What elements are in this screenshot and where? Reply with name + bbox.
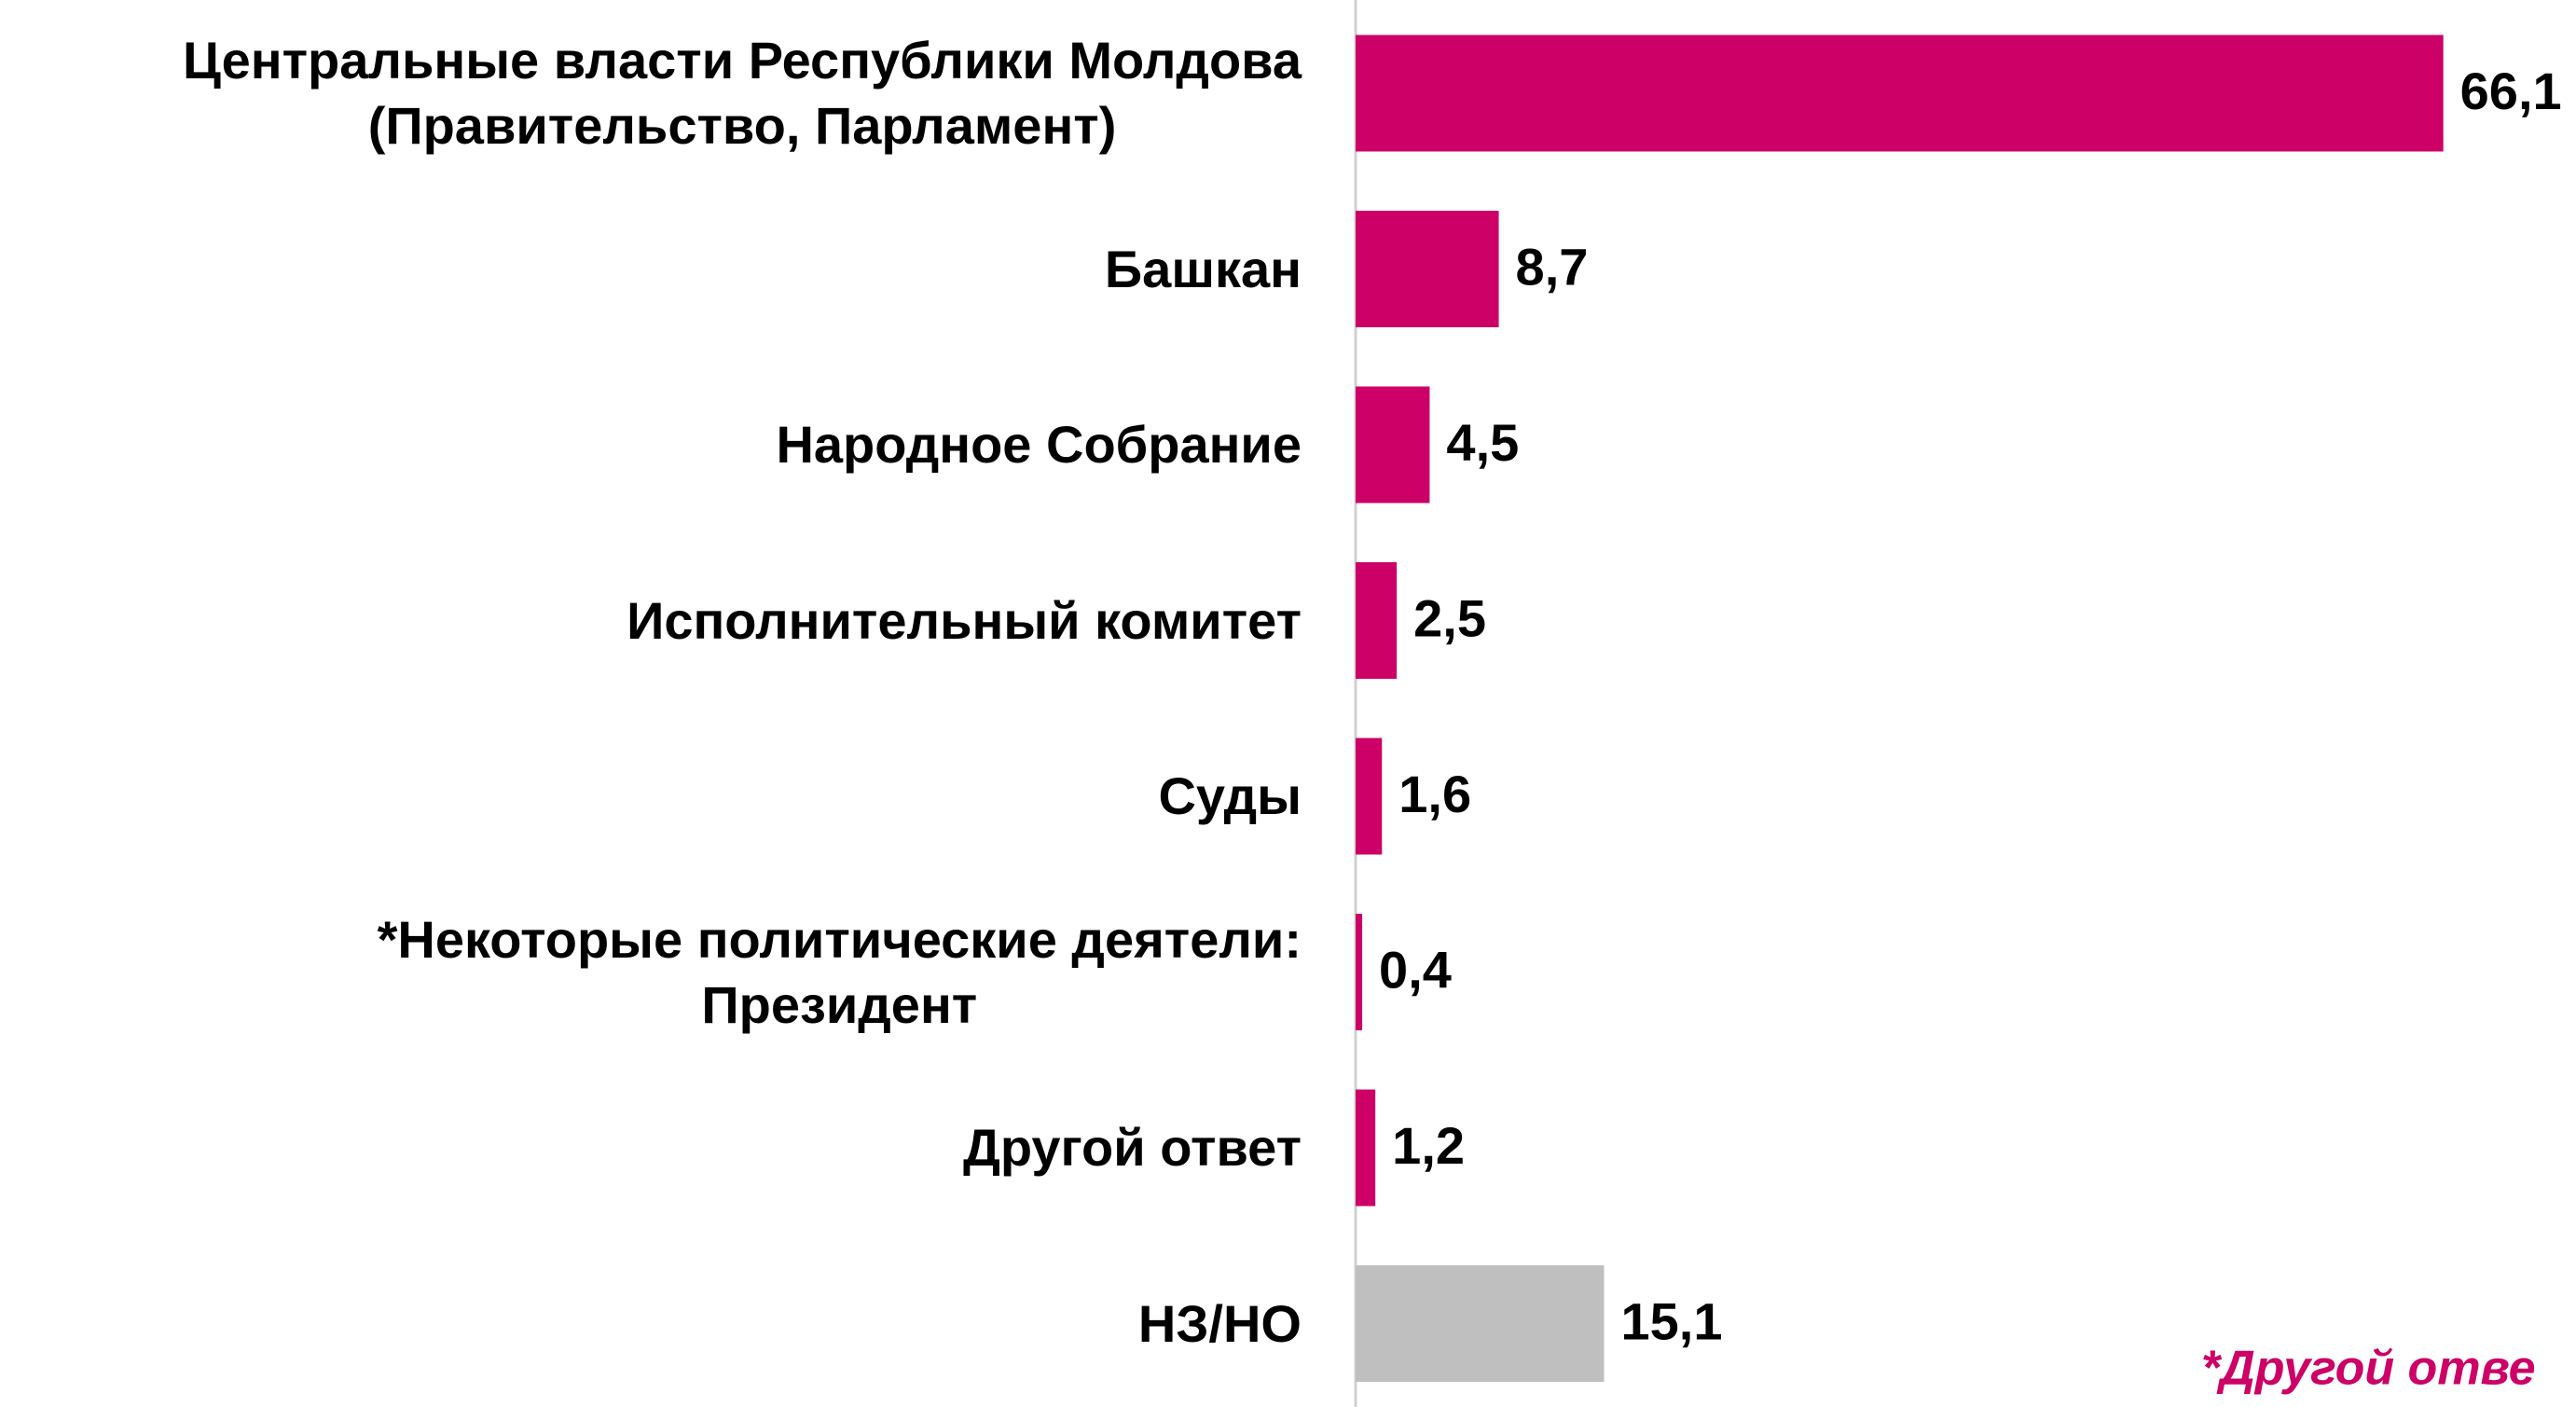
- value-label: 8,7: [1516, 237, 1589, 296]
- category-label: Суды: [1158, 766, 1302, 825]
- value-label: 0,4: [1379, 940, 1452, 999]
- value-label: 1,6: [1398, 765, 1471, 823]
- bar: [1356, 34, 2444, 152]
- bar: [1356, 1265, 1605, 1382]
- value-label: 2,5: [1413, 588, 1486, 647]
- category-label: Народное Собрание: [776, 415, 1302, 474]
- bar: [1356, 914, 1363, 1030]
- bar: [1356, 738, 1383, 855]
- value-label: 1,2: [1392, 1116, 1465, 1175]
- category-label: Исполнительный комитет: [627, 590, 1302, 650]
- category-label: Другой ответ: [962, 1118, 1302, 1177]
- bar: [1356, 211, 1499, 327]
- category-label: Центральные власти Республики Молдова (П…: [183, 31, 1302, 155]
- bar: [1356, 1089, 1376, 1207]
- value-label: 4,5: [1446, 413, 1519, 472]
- category-label: НЗ/НО: [1137, 1293, 1302, 1353]
- annotation: *Другой отве: [2201, 1342, 2536, 1396]
- bar: [1356, 386, 1430, 503]
- bar: [1356, 562, 1398, 679]
- category-label: *Некоторые политические деятели: Президе…: [377, 909, 1302, 1034]
- category-label: Башкан: [1104, 239, 1302, 298]
- value-label: 15,1: [1621, 1291, 1723, 1350]
- value-label: 66,1: [2460, 62, 2562, 120]
